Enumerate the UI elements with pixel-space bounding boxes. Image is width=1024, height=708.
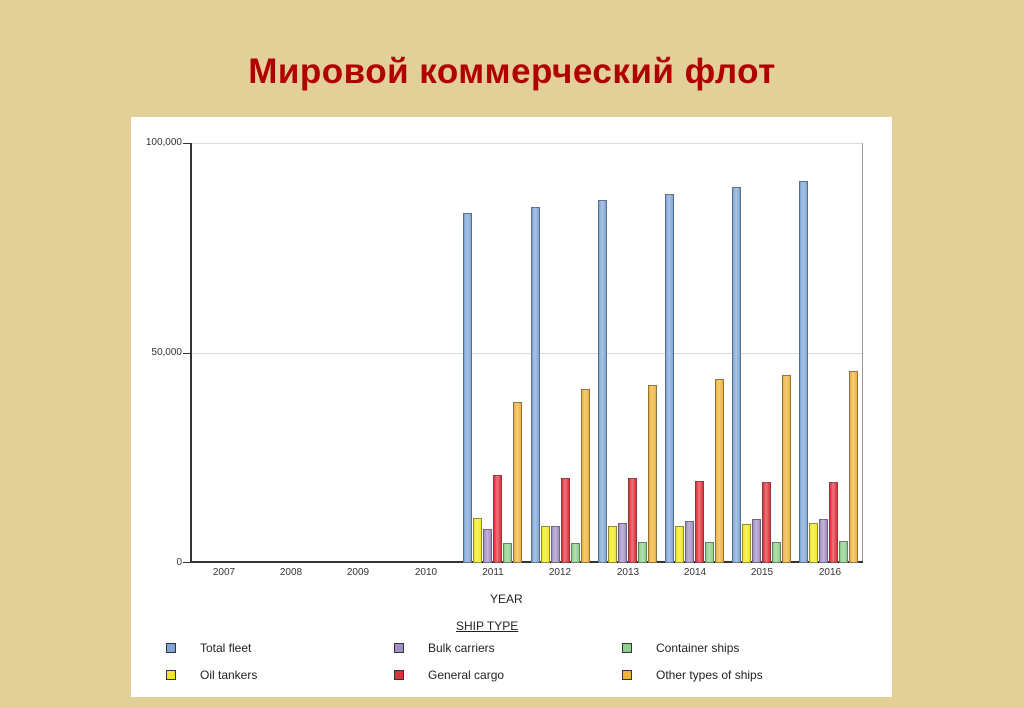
legend-swatch-icon — [394, 643, 404, 653]
bar-other-types-of-ships-2016 — [849, 371, 859, 563]
bar-oil-tankers-2014 — [675, 525, 684, 563]
legend-item-bulk-carriers: Bulk carriers — [394, 641, 495, 655]
bar-total-fleet-2015 — [732, 187, 742, 563]
x-tick-label: 2012 — [548, 567, 572, 578]
bar-container-ships-2013 — [637, 542, 647, 563]
x-tick-label: 2016 — [818, 567, 842, 578]
x-tick-label: 2011 — [482, 567, 504, 578]
bar-total-fleet-2011 — [463, 213, 473, 563]
bar-other-types-of-ships-2013 — [647, 384, 657, 563]
chart-panel — [131, 117, 892, 697]
legend-label: Bulk carriers — [428, 641, 495, 655]
bar-oil-tankers-2013 — [607, 526, 617, 563]
legend-label: Container ships — [656, 641, 740, 655]
gridline-50000 — [190, 353, 863, 354]
y-tick-label: 0 — [176, 557, 182, 568]
bar-container-ships-2012 — [570, 542, 580, 563]
y-tick — [183, 562, 191, 563]
y-tick-label: 100,000 — [145, 137, 182, 148]
bar-general-cargo-2012 — [560, 478, 570, 563]
legend-swatch-icon — [394, 670, 404, 680]
legend-label: Total fleet — [200, 641, 252, 655]
bar-bulk-carriers-2011 — [483, 528, 493, 563]
legend-label: Other types of ships — [656, 668, 763, 682]
bar-total-fleet-2012 — [530, 206, 540, 563]
gridline-100000 — [190, 143, 863, 144]
bar-total-fleet-2013 — [597, 200, 607, 563]
bar-other-types-of-ships-2011 — [513, 402, 523, 563]
bar-general-cargo-2013 — [627, 478, 637, 563]
legend-swatch-icon — [622, 643, 632, 653]
bar-bulk-carriers-2015 — [752, 518, 762, 563]
x-tick-label: 2014 — [683, 567, 707, 578]
bar-container-ships-2015 — [772, 542, 782, 563]
plot-area — [190, 143, 863, 563]
legend-item-oil-tankers: Oil tankers — [166, 668, 257, 682]
legend-swatch-icon — [166, 643, 176, 653]
slide-title: Мировой коммерческий флот — [248, 52, 776, 91]
legend-label: General cargo — [428, 668, 505, 682]
legend-item-general-cargo: General cargo — [394, 668, 504, 682]
bar-bulk-carriers-2013 — [617, 523, 627, 563]
bar-bulk-carriers-2016 — [819, 518, 829, 563]
bar-oil-tankers-2016 — [809, 523, 819, 563]
x-tick-label: 2010 — [414, 567, 438, 578]
bar-general-cargo-2011 — [493, 474, 503, 563]
x-tick-label: 2015 — [750, 567, 774, 578]
bar-general-cargo-2016 — [829, 481, 839, 563]
plot-frame-right — [862, 143, 863, 563]
bar-oil-tankers-2012 — [540, 526, 550, 563]
bar-oil-tankers-2011 — [473, 518, 483, 563]
bar-other-types-of-ships-2015 — [782, 374, 792, 563]
legend-swatch-icon — [166, 670, 176, 680]
legend-swatch-icon — [622, 670, 632, 680]
bar-general-cargo-2015 — [762, 481, 772, 563]
bar-total-fleet-2016 — [799, 180, 809, 563]
y-tick — [183, 353, 191, 354]
x-tick-label: 2008 — [279, 567, 303, 578]
legend-item-container-ships: Container ships — [622, 641, 739, 655]
bar-bulk-carriers-2012 — [550, 526, 560, 563]
legend-title: SHIP TYPE — [456, 619, 519, 633]
bar-oil-tankers-2015 — [742, 523, 752, 563]
x-tick-label: 2007 — [212, 567, 236, 578]
bar-bulk-carriers-2014 — [685, 521, 694, 563]
bar-container-ships-2011 — [503, 542, 513, 563]
legend-item-total-fleet: Total fleet — [166, 641, 251, 655]
bar-other-types-of-ships-2012 — [580, 389, 590, 563]
legend-item-other-types: Other types of ships — [622, 668, 763, 682]
legend-label: Oil tankers — [200, 668, 258, 682]
y-tick — [183, 143, 191, 144]
bar-other-types-of-ships-2014 — [715, 379, 724, 563]
bar-container-ships-2014 — [705, 542, 714, 563]
x-axis-title: YEAR — [490, 592, 523, 606]
bar-general-cargo-2014 — [695, 481, 704, 563]
x-tick-label: 2013 — [616, 567, 640, 578]
y-tick-label: 50,000 — [151, 347, 182, 358]
bar-container-ships-2016 — [839, 541, 849, 563]
x-tick-label: 2009 — [346, 567, 370, 578]
bar-total-fleet-2014 — [665, 193, 674, 563]
